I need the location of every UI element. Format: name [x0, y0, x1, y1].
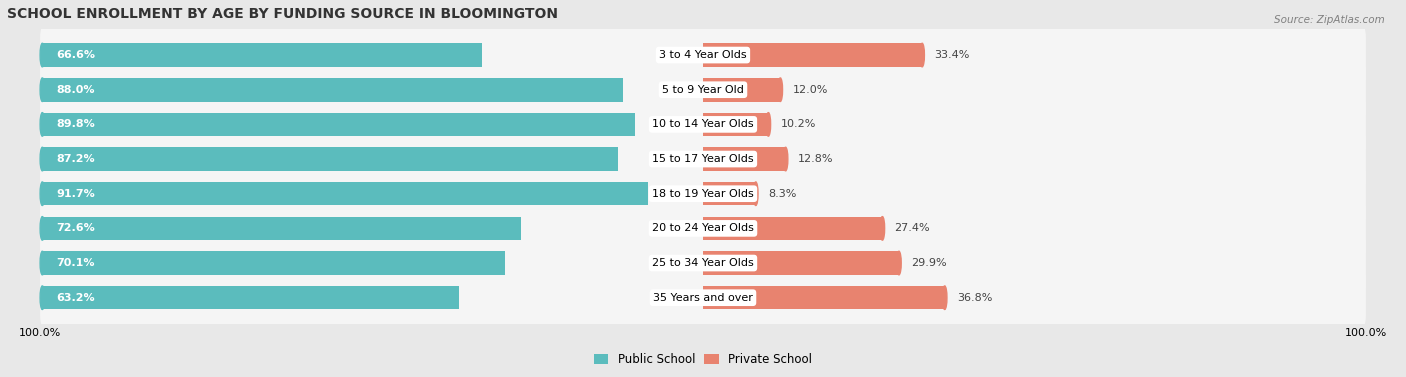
Circle shape: [880, 217, 884, 240]
Bar: [703, 182, 756, 205]
Text: 8.3%: 8.3%: [768, 189, 796, 199]
Text: 91.7%: 91.7%: [56, 189, 96, 199]
Text: Source: ZipAtlas.com: Source: ZipAtlas.com: [1274, 15, 1385, 25]
Bar: [42, 113, 636, 136]
Bar: [703, 78, 780, 101]
Bar: [42, 251, 505, 275]
Circle shape: [778, 78, 783, 101]
Circle shape: [41, 286, 45, 310]
Circle shape: [942, 286, 948, 310]
Text: 12.0%: 12.0%: [793, 85, 828, 95]
Text: 10 to 14 Year Olds: 10 to 14 Year Olds: [652, 120, 754, 129]
FancyBboxPatch shape: [41, 270, 1365, 325]
Text: 12.8%: 12.8%: [797, 154, 834, 164]
Bar: [42, 217, 522, 240]
Circle shape: [41, 217, 45, 240]
Circle shape: [783, 147, 787, 171]
Text: 15 to 17 Year Olds: 15 to 17 Year Olds: [652, 154, 754, 164]
Circle shape: [41, 78, 45, 101]
FancyBboxPatch shape: [41, 27, 1365, 83]
FancyBboxPatch shape: [41, 62, 1365, 118]
Circle shape: [41, 147, 45, 171]
Text: 88.0%: 88.0%: [56, 85, 96, 95]
FancyBboxPatch shape: [41, 201, 1365, 256]
FancyBboxPatch shape: [41, 131, 1365, 187]
Circle shape: [920, 43, 924, 67]
Text: 87.2%: 87.2%: [56, 154, 96, 164]
Text: 36.8%: 36.8%: [957, 293, 993, 303]
Text: SCHOOL ENROLLMENT BY AGE BY FUNDING SOURCE IN BLOOMINGTON: SCHOOL ENROLLMENT BY AGE BY FUNDING SOUR…: [7, 7, 558, 21]
FancyBboxPatch shape: [41, 166, 1365, 221]
Text: 72.6%: 72.6%: [56, 224, 96, 233]
Circle shape: [897, 251, 901, 275]
Bar: [703, 251, 898, 275]
Legend: Public School, Private School: Public School, Private School: [589, 348, 817, 371]
Text: 33.4%: 33.4%: [935, 50, 970, 60]
Text: 3 to 4 Year Olds: 3 to 4 Year Olds: [659, 50, 747, 60]
Circle shape: [41, 182, 45, 205]
Bar: [703, 113, 768, 136]
Text: 63.2%: 63.2%: [56, 293, 96, 303]
Text: 5 to 9 Year Old: 5 to 9 Year Old: [662, 85, 744, 95]
Bar: [703, 286, 945, 310]
Bar: [42, 43, 482, 67]
Text: 70.1%: 70.1%: [56, 258, 96, 268]
Bar: [703, 147, 786, 171]
Text: 27.4%: 27.4%: [894, 224, 931, 233]
Text: 35 Years and over: 35 Years and over: [652, 293, 754, 303]
Bar: [703, 217, 883, 240]
Circle shape: [766, 113, 770, 136]
Circle shape: [41, 251, 45, 275]
Bar: [42, 182, 648, 205]
Circle shape: [754, 182, 758, 205]
Text: 10.2%: 10.2%: [780, 120, 815, 129]
FancyBboxPatch shape: [41, 97, 1365, 152]
Text: 25 to 34 Year Olds: 25 to 34 Year Olds: [652, 258, 754, 268]
Bar: [703, 43, 922, 67]
Circle shape: [41, 113, 45, 136]
FancyBboxPatch shape: [41, 235, 1365, 291]
Text: 66.6%: 66.6%: [56, 50, 96, 60]
Bar: [42, 286, 458, 310]
Text: 18 to 19 Year Olds: 18 to 19 Year Olds: [652, 189, 754, 199]
Circle shape: [41, 43, 45, 67]
Bar: [42, 147, 619, 171]
Text: 20 to 24 Year Olds: 20 to 24 Year Olds: [652, 224, 754, 233]
Text: 89.8%: 89.8%: [56, 120, 96, 129]
Text: 29.9%: 29.9%: [911, 258, 946, 268]
Bar: [42, 78, 623, 101]
